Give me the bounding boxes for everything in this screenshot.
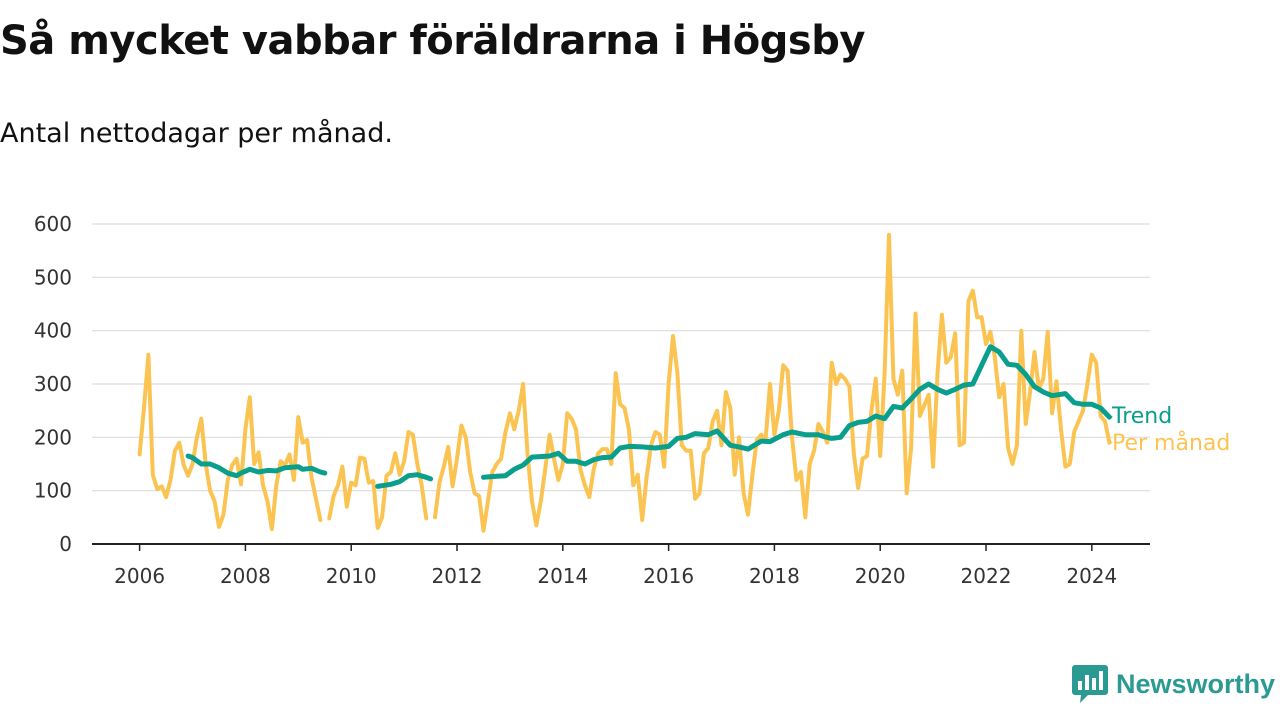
chart-subtitle: Antal nettodagar per månad. (0, 118, 393, 149)
x-tick-label: 2016 (643, 564, 694, 588)
x-tick-label: 2018 (749, 564, 800, 588)
brand-logo: Newsworthy (1072, 664, 1275, 704)
gridlines (92, 223, 1150, 492)
x-tick-label: 2014 (537, 564, 588, 588)
legend-connector (1107, 441, 1113, 444)
series-trend-segment-0 (185, 453, 328, 479)
x-tick-label: 2020 (855, 564, 906, 588)
series-trend-segment-2 (481, 344, 1112, 480)
y-axis-ticks: 0 100 200 300 400 500 600 (34, 212, 72, 556)
y-tick-label: 400 (34, 319, 72, 343)
y-tick-label: 200 (34, 425, 72, 449)
y-tick-label: 500 (34, 265, 72, 289)
series-lines (137, 232, 1112, 533)
y-tick-label: 300 (34, 372, 72, 396)
x-tick-label: 2024 (1066, 564, 1117, 588)
x-tick-label: 2022 (961, 564, 1012, 588)
y-tick-label: 100 (34, 479, 72, 503)
series-per-m-nad-segment-2 (433, 232, 1112, 533)
legend-label-per-m-nad: Per månad (1112, 430, 1230, 456)
x-tick-label: 2012 (432, 564, 483, 588)
newsworthy-logo-icon (1072, 665, 1108, 703)
y-tick-label: 600 (34, 212, 72, 236)
series-per-m-nad-segment-1 (327, 430, 429, 530)
x-tick-label: 2010 (326, 564, 377, 588)
x-axis-ticks: 2006 2008 2010 2012 2014 2016 2018 2020 2022 2024 (92, 543, 1150, 588)
chart-title: Så mycket vabbar föräldrarna i Högsby (0, 18, 865, 64)
legend-connector (1107, 414, 1113, 418)
y-tick-label: 0 (59, 532, 72, 556)
series-trend-segment-1 (375, 472, 434, 489)
legend-label-trend: Trend (1111, 404, 1172, 429)
x-tick-label: 2008 (220, 564, 271, 588)
series-per-m-nad-segment-0 (137, 352, 323, 532)
brand-name: Newsworthy (1116, 668, 1276, 699)
x-tick-label: 2006 (114, 564, 165, 588)
